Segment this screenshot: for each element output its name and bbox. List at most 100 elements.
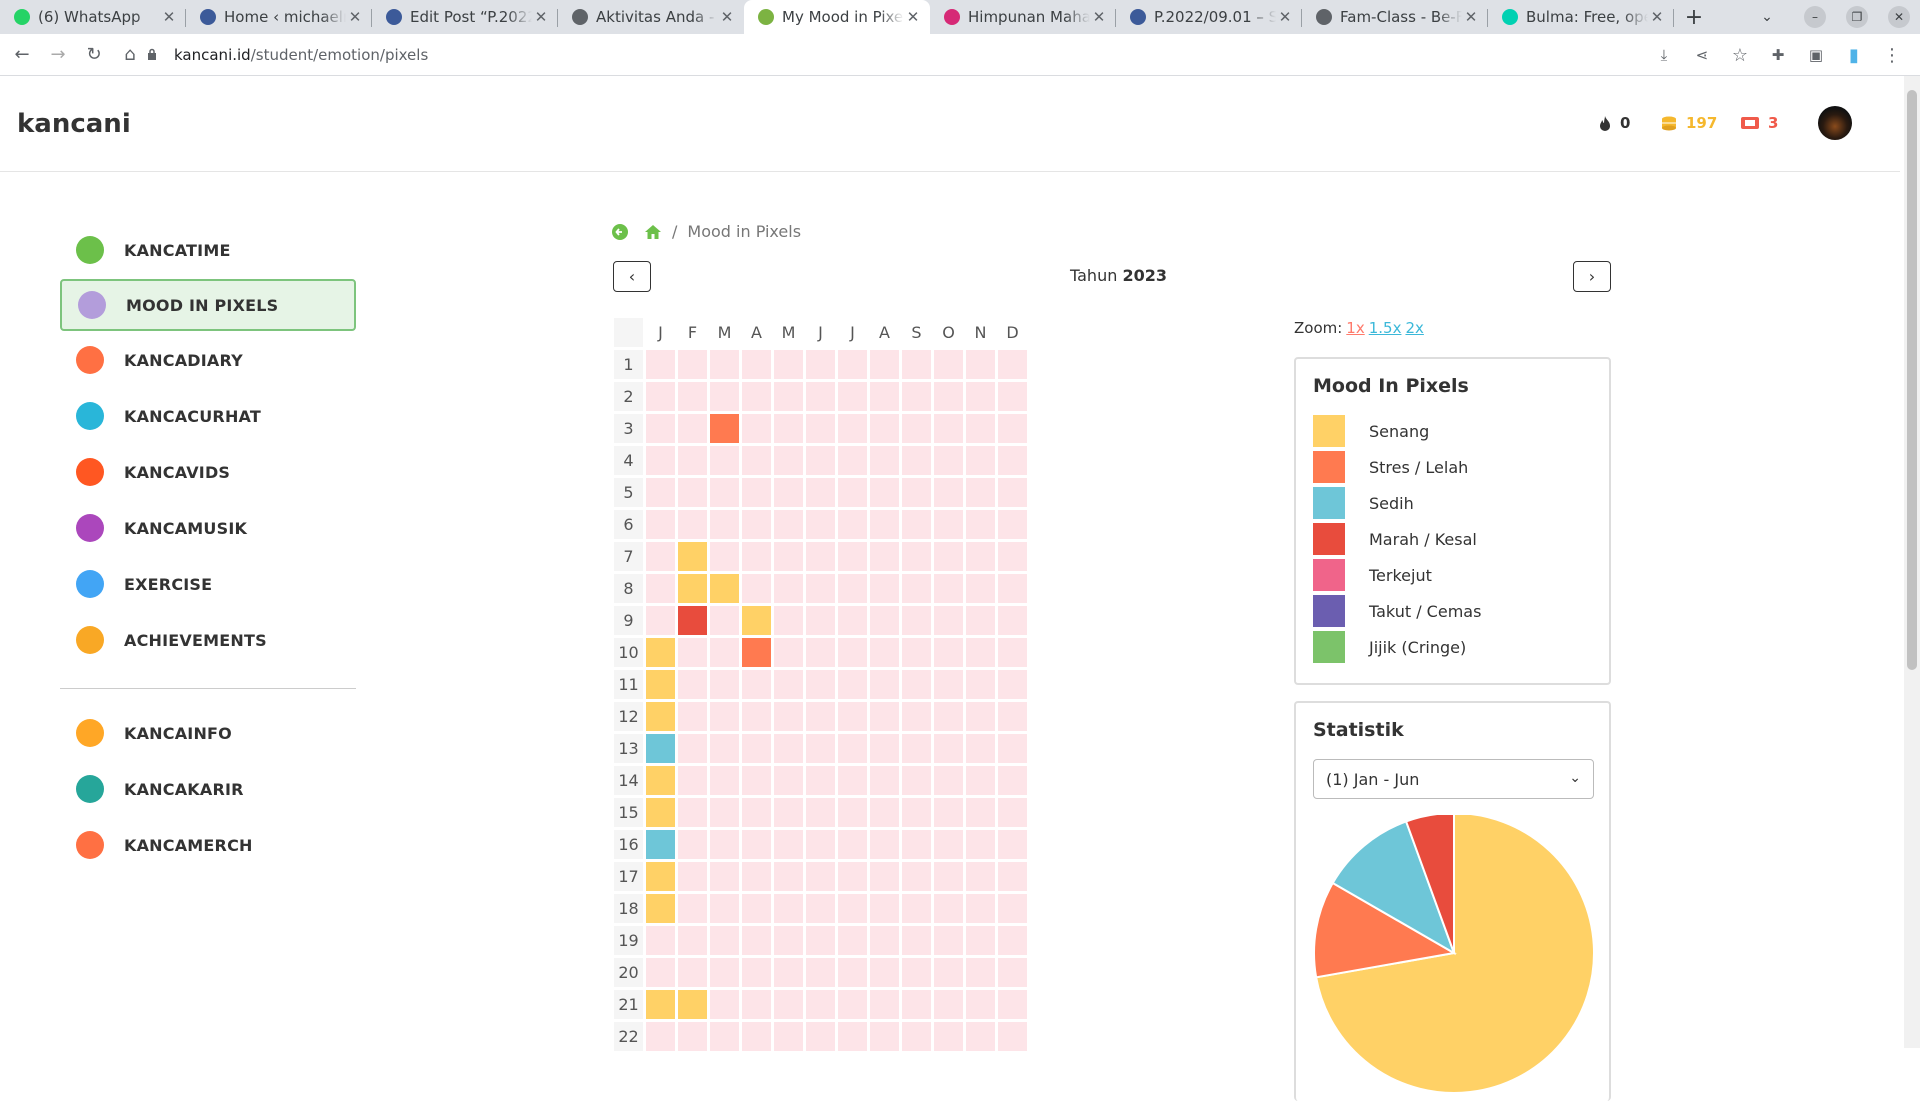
kancani-logo[interactable]: kancani [17, 109, 131, 139]
mood-pixel-empty[interactable] [678, 894, 707, 923]
mood-pixel-empty[interactable] [838, 382, 867, 411]
mood-pixel-empty[interactable] [966, 478, 995, 507]
mood-pixel-empty[interactable] [678, 382, 707, 411]
sidebar-item-kancamerch[interactable]: KANCAMERCH [60, 817, 356, 873]
mood-pixel-empty[interactable] [678, 350, 707, 379]
mood-pixel-empty[interactable] [902, 382, 931, 411]
reload-icon[interactable]: ↻ [86, 44, 102, 65]
mood-pixel-empty[interactable] [966, 670, 995, 699]
mood-pixel-empty[interactable] [678, 958, 707, 987]
address-bar[interactable]: kancani.id/student/emotion/pixels [174, 46, 428, 64]
mood-pixel-empty[interactable] [870, 958, 899, 987]
mood-pixel-empty[interactable] [678, 766, 707, 795]
mood-pixel-empty[interactable] [646, 414, 675, 443]
mood-pixel-empty[interactable] [774, 638, 803, 667]
mood-pixel-empty[interactable] [774, 734, 803, 763]
tab-close-icon[interactable]: ✕ [534, 8, 548, 26]
mood-pixel-empty[interactable] [710, 510, 739, 539]
mood-pixel-empty[interactable] [678, 702, 707, 731]
mood-pixel-empty[interactable] [774, 1022, 803, 1051]
mood-pixel-empty[interactable] [646, 574, 675, 603]
mood-pixel-empty[interactable] [998, 926, 1027, 955]
mood-pixel-empty[interactable] [774, 446, 803, 475]
tab-close-icon[interactable]: ✕ [348, 8, 362, 26]
mood-pixel-empty[interactable] [806, 958, 835, 987]
mood-pixel-empty[interactable] [742, 830, 771, 859]
mood-pixel-empty[interactable] [646, 382, 675, 411]
mood-pixel-empty[interactable] [870, 446, 899, 475]
mood-pixel-empty[interactable] [838, 478, 867, 507]
mood-pixel-empty[interactable] [806, 350, 835, 379]
mood-pixel-filled[interactable] [646, 798, 675, 827]
mood-pixel-empty[interactable] [870, 830, 899, 859]
mood-pixel-empty[interactable] [966, 542, 995, 571]
mood-pixel-empty[interactable] [870, 798, 899, 827]
mood-pixel-empty[interactable] [806, 414, 835, 443]
mood-pixel-empty[interactable] [838, 606, 867, 635]
mood-pixel-empty[interactable] [902, 414, 931, 443]
mood-pixel-empty[interactable] [774, 606, 803, 635]
mood-pixel-empty[interactable] [806, 638, 835, 667]
close-window-icon[interactable]: ✕ [1884, 0, 1914, 34]
mood-pixel-empty[interactable] [966, 414, 995, 443]
new-tab-button[interactable]: + [1684, 4, 1704, 30]
mood-pixel-empty[interactable] [870, 478, 899, 507]
mood-pixel-empty[interactable] [998, 510, 1027, 539]
mood-pixel-filled[interactable] [710, 574, 739, 603]
mood-pixel-empty[interactable] [710, 382, 739, 411]
mood-pixel-empty[interactable] [678, 510, 707, 539]
tab-close-icon[interactable]: ✕ [1464, 8, 1478, 26]
mood-pixel-empty[interactable] [678, 670, 707, 699]
mood-pixel-empty[interactable] [806, 862, 835, 891]
browser-tab[interactable]: Himpunan Maha ✕ [930, 0, 1116, 34]
tab-close-icon[interactable]: ✕ [1092, 8, 1106, 26]
mood-pixel-empty[interactable] [646, 926, 675, 955]
tab-close-icon[interactable]: ✕ [1650, 8, 1664, 26]
browser-tab[interactable]: P.2022/09.01 – S ✕ [1116, 0, 1302, 34]
sidebar-item-kancatime[interactable]: KANCATIME [60, 222, 356, 278]
mood-pixel-empty[interactable] [774, 510, 803, 539]
mood-pixel-empty[interactable] [870, 702, 899, 731]
mood-pixel-empty[interactable] [678, 830, 707, 859]
mood-pixel-empty[interactable] [838, 734, 867, 763]
mood-pixel-filled[interactable] [646, 670, 675, 699]
mood-pixel-empty[interactable] [678, 1022, 707, 1051]
home-icon[interactable]: ⌂ [124, 44, 136, 65]
mood-pixel-empty[interactable] [678, 638, 707, 667]
mood-pixel-empty[interactable] [838, 446, 867, 475]
mood-pixel-empty[interactable] [870, 766, 899, 795]
mood-pixel-filled[interactable] [678, 542, 707, 571]
pie-slice-sedih[interactable] [1331, 820, 1456, 956]
mood-pixel-empty[interactable] [998, 574, 1027, 603]
sidebar-item-achievements[interactable]: ACHIEVEMENTS [60, 612, 356, 668]
sidebar-item-kancakarir[interactable]: KANCAKARIR [60, 761, 356, 817]
mood-pixel-empty[interactable] [838, 670, 867, 699]
tab-close-icon[interactable]: ✕ [1278, 8, 1292, 26]
mood-pixel-empty[interactable] [774, 958, 803, 987]
back-icon[interactable]: ← [14, 44, 30, 65]
mood-pixel-empty[interactable] [806, 574, 835, 603]
mood-pixel-filled[interactable] [710, 414, 739, 443]
mood-pixel-empty[interactable] [934, 1022, 963, 1051]
mood-pixel-empty[interactable] [806, 702, 835, 731]
mood-pixel-empty[interactable] [998, 894, 1027, 923]
tab-search-icon[interactable]: ⌄ [1761, 9, 1773, 25]
mood-pixel-empty[interactable] [870, 1022, 899, 1051]
mood-pixel-empty[interactable] [998, 734, 1027, 763]
mood-pixel-empty[interactable] [966, 638, 995, 667]
mood-pixel-empty[interactable] [742, 894, 771, 923]
mood-pixel-empty[interactable] [870, 350, 899, 379]
mood-pixel-empty[interactable] [838, 510, 867, 539]
mood-pixel-empty[interactable] [646, 446, 675, 475]
mood-pixel-empty[interactable] [966, 702, 995, 731]
mood-pixel-empty[interactable] [646, 510, 675, 539]
mood-pixel-empty[interactable] [902, 638, 931, 667]
back-arrow-icon[interactable] [612, 223, 628, 240]
browser-tab[interactable]: Aktivitas Anda - S ✕ [558, 0, 744, 34]
mood-pixel-empty[interactable] [870, 734, 899, 763]
mood-pixel-empty[interactable] [902, 958, 931, 987]
mood-pixel-empty[interactable] [646, 542, 675, 571]
mood-pixel-empty[interactable] [806, 766, 835, 795]
mood-pixel-empty[interactable] [710, 862, 739, 891]
mood-pixel-empty[interactable] [742, 574, 771, 603]
